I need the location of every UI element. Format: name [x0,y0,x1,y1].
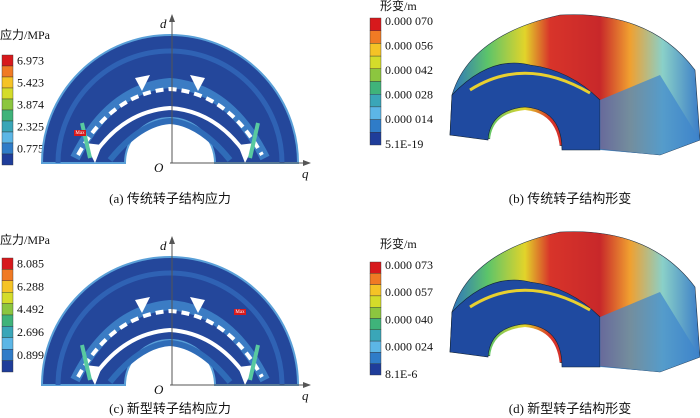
legend-swatch [1,349,14,361]
legend-label: 0.775 [17,141,44,155]
legend-swatch [369,363,382,376]
legend-swatch [369,329,382,342]
panel: 应力/MPa 8.085 6.288 4.492 2.696 0.899 Max d q O (c)… [0,232,311,416]
max-marker [234,309,246,315]
legend-swatch [369,43,382,57]
legend-label: 5.423 [17,75,44,89]
legend-label: 4.492 [17,302,44,316]
legend-swatch [369,119,382,133]
panel: 应力/MPa 6.973 5.423 3.874 2.325 0.775 Max d q O (a)… [0,14,311,206]
legend-swatch [1,314,14,327]
legend-label: 8.085 [17,257,44,271]
legend-swatch [369,30,382,44]
legend-label: 0.000 073 [385,258,433,272]
legend-swatch [1,337,14,350]
rotor-stress [42,35,298,163]
legend-swatch [369,81,382,95]
legend-label: 6.973 [17,53,44,67]
legend-swatch [369,318,382,331]
legend-title: 形变/m [380,0,417,13]
legend-label: 0.000 040 [385,312,433,326]
deformation [448,13,700,157]
legend-title: 应力/MPa [0,232,51,247]
legend-swatch [1,326,14,338]
legend-label: 6.288 [17,279,44,293]
legend-label: 0.000 024 [385,340,433,354]
legend-swatch [1,54,14,67]
legend-label: 0.000 042 [385,63,433,77]
panel: 形变/m 0.000 073 0.000 057 0.000 040 0.000 024… [369,230,700,416]
panel: 形变/m0.000 070 0.000 056 0.000 042 0.000 028… [369,0,700,206]
d-label: d [160,238,167,253]
legend-label: 0.000 057 [385,285,433,299]
legend-swatch [369,17,382,31]
max-label: Max [235,310,245,315]
legend-swatch [369,284,382,297]
legend-swatch [1,257,14,270]
legend-swatch [1,303,14,316]
legend-swatch [369,132,382,146]
d-label: d [160,16,167,31]
legend-label: 0.000 070 [385,14,433,28]
legend-swatch [369,93,382,108]
origin-label: O [154,382,164,397]
legend-label: 0.000 014 [385,112,433,126]
deformation [448,230,700,374]
legend-swatch [1,131,14,144]
legend-label: 2.696 [17,325,44,339]
legend-swatch [1,280,14,293]
legend-title: 形变/m [380,236,417,251]
legend-title: 应力/MPa [0,27,51,42]
legend-label: 3.874 [17,97,44,111]
legend-swatch [1,98,14,111]
legend-swatch [1,360,14,373]
legend-swatch [1,292,14,304]
legend-swatch [369,307,382,319]
legend-label: 0.000 056 [385,38,433,52]
legend-swatch [1,109,14,122]
legend-swatch [369,340,382,353]
rotor-stress [42,257,298,385]
legend-swatch [369,273,382,285]
max-label: Max [75,131,85,136]
legend-swatch [369,106,382,120]
legend-label: 0.899 [17,348,44,362]
legend-swatch [369,352,382,364]
caption: (b) 传统转子结构形变 [509,191,631,206]
max-marker [74,130,86,136]
caption: (c) 新型转子结构应力 [109,401,231,416]
legend-swatch [1,65,14,78]
legend-swatch [1,153,14,166]
legend-swatch [1,120,14,133]
legend-label: 2.325 [17,119,44,133]
legend-label: 8.1E-6 [385,367,417,381]
caption: (a) 传统转子结构应力 [109,191,231,206]
caption: (d) 新型转子结构形变 [509,401,631,416]
legend-swatch [369,295,382,308]
legend-swatch [369,55,382,69]
legend-swatch [1,142,14,155]
legend-swatch [369,261,382,274]
legend-label: 5.1E-19 [385,137,423,151]
legend-swatch [1,269,14,281]
q-label: q [302,388,309,403]
origin-label: O [154,160,164,175]
legend-swatch [369,68,382,82]
legend-swatch [1,87,14,100]
legend-label: 0.000 028 [385,88,433,102]
legend-swatch [1,76,14,89]
q-label: q [302,166,309,181]
